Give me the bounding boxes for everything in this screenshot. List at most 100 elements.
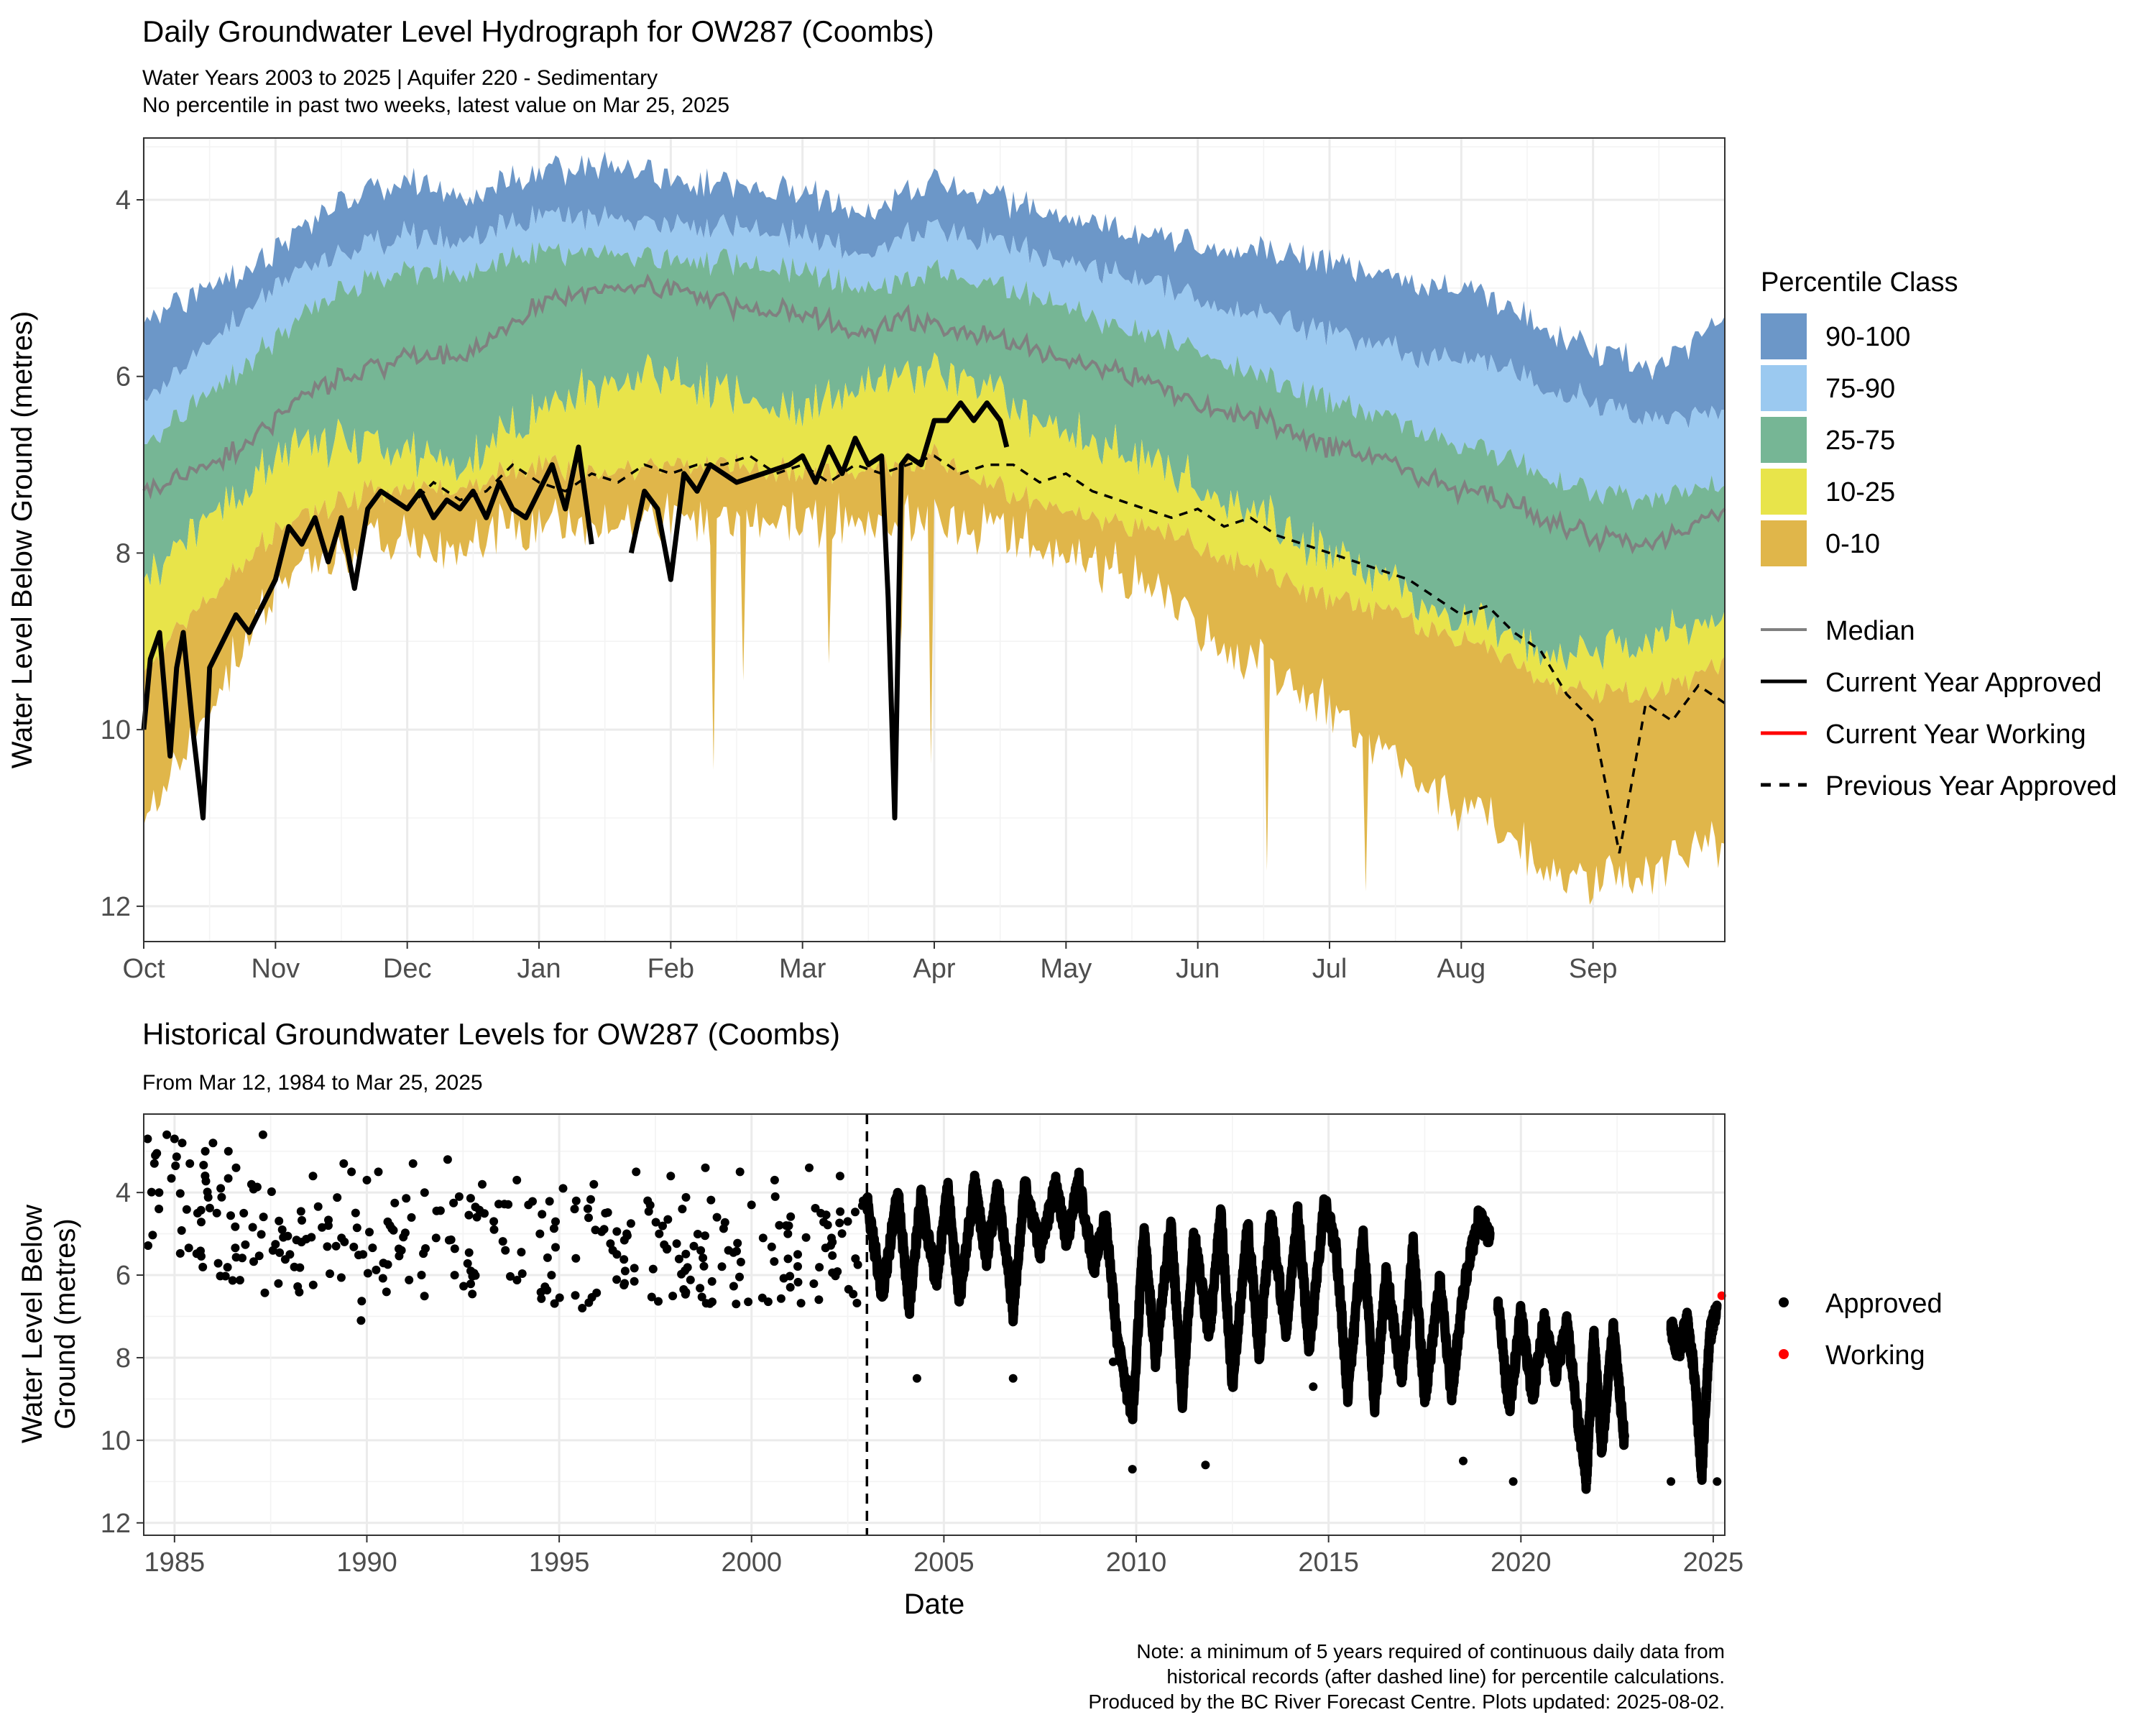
sparse-point-61 xyxy=(747,1200,756,1210)
early-point xyxy=(776,1294,786,1303)
hydrograph-y-label: Water Level Below Ground (metres) xyxy=(6,311,38,769)
early-point xyxy=(733,1238,742,1248)
early-point xyxy=(686,1275,695,1284)
early-point xyxy=(260,1288,270,1297)
early-point xyxy=(148,1230,157,1240)
early-point xyxy=(540,1282,550,1292)
historical-grid xyxy=(144,1114,1725,1535)
hydro-xtick-label-8: Jun xyxy=(1176,954,1220,984)
legend-point-label-Approved: Approved xyxy=(1825,1289,1943,1319)
early-point xyxy=(586,1195,595,1204)
early-point xyxy=(837,1229,847,1238)
early-point xyxy=(205,1203,214,1213)
sparse-point-26 xyxy=(362,1175,372,1184)
early-point xyxy=(786,1283,795,1292)
early-point xyxy=(835,1218,844,1228)
sparse-point-12 xyxy=(231,1163,241,1172)
sparse-point-69 xyxy=(835,1172,844,1181)
early-point xyxy=(783,1229,793,1238)
sparse-point-43 xyxy=(558,1184,568,1193)
footnote-line2: historical records (after dashed line) f… xyxy=(1166,1665,1725,1688)
sparse-point-81 xyxy=(1667,1477,1676,1486)
sparse-point-21 xyxy=(331,1241,341,1251)
early-point xyxy=(336,1273,346,1282)
early-point xyxy=(608,1246,617,1255)
legend-line-label-0: Median xyxy=(1825,616,1915,646)
sparse-point-59 xyxy=(735,1167,745,1177)
sparse-point-8 xyxy=(201,1146,210,1156)
early-point xyxy=(517,1248,526,1257)
legend-line-label-2: Current Year Working xyxy=(1825,719,2086,750)
sparse-point-45 xyxy=(578,1304,587,1312)
early-point xyxy=(318,1223,327,1232)
early-point xyxy=(828,1251,837,1260)
early-point xyxy=(221,1271,230,1281)
early-point xyxy=(663,1215,673,1224)
sparse-point-60 xyxy=(732,1300,741,1309)
early-point xyxy=(512,1276,522,1284)
early-point xyxy=(337,1233,346,1243)
early-point xyxy=(395,1251,404,1261)
early-point xyxy=(836,1207,845,1216)
footnote-line1: Note: a minimum of 5 years required of c… xyxy=(1136,1640,1725,1662)
early-point xyxy=(681,1192,691,1202)
sparse-point-65 xyxy=(793,1250,802,1259)
early-point xyxy=(197,1218,206,1227)
historical-title: Historical Groundwater Levels for OW287 … xyxy=(142,1017,840,1051)
early-point xyxy=(626,1219,635,1228)
sparse-point-46 xyxy=(589,1179,599,1189)
early-point xyxy=(506,1271,515,1281)
early-point xyxy=(584,1298,594,1307)
early-point xyxy=(395,1244,403,1254)
sparse-point-42 xyxy=(547,1271,556,1280)
early-point xyxy=(354,1251,363,1260)
early-point xyxy=(707,1276,717,1286)
early-point xyxy=(292,1236,301,1245)
early-point xyxy=(622,1229,632,1238)
early-point xyxy=(231,1253,241,1262)
sparse-point-3 xyxy=(162,1130,172,1139)
early-point xyxy=(809,1279,819,1288)
early-point xyxy=(681,1249,691,1259)
hist-xtick-label-4: 2005 xyxy=(913,1547,975,1578)
hydro-ytick-label-2: 8 xyxy=(116,538,131,569)
early-point xyxy=(223,1263,232,1272)
sparse-point-38 xyxy=(501,1246,510,1255)
sparse-point-19 xyxy=(308,1172,318,1181)
early-point xyxy=(432,1206,441,1215)
legend-swatch-90-100 xyxy=(1761,313,1807,359)
sparse-point-13 xyxy=(239,1208,249,1218)
hist-xtick-label-6: 2015 xyxy=(1298,1547,1359,1578)
early-point xyxy=(651,1218,660,1227)
early-point xyxy=(468,1289,477,1299)
sparse-point-74 xyxy=(1008,1374,1018,1383)
sparse-point-44 xyxy=(570,1205,579,1214)
legend-label-75-90: 75-90 xyxy=(1825,374,1895,404)
early-point xyxy=(719,1224,728,1233)
hydro-ytick-label-0: 4 xyxy=(116,185,131,216)
early-point xyxy=(619,1281,629,1289)
early-point xyxy=(464,1248,474,1257)
sparse-point-78 xyxy=(1309,1382,1318,1392)
early-point xyxy=(672,1239,681,1248)
early-point xyxy=(323,1242,332,1251)
hist-xtick-label-2: 1995 xyxy=(529,1547,590,1578)
sparse-point-23 xyxy=(347,1167,356,1177)
early-point xyxy=(449,1198,459,1208)
early-point xyxy=(379,1259,388,1268)
hist-ytick-label-4: 12 xyxy=(101,1509,131,1539)
early-point xyxy=(757,1293,767,1302)
sparse-point-2 xyxy=(155,1188,164,1197)
early-point xyxy=(267,1187,276,1196)
legend-swatch-25-75 xyxy=(1761,417,1807,463)
early-point xyxy=(770,1192,780,1201)
sparse-point-66 xyxy=(805,1163,814,1172)
sparse-point-34 xyxy=(454,1192,464,1201)
early-point xyxy=(196,1205,206,1215)
median-line xyxy=(142,273,1726,555)
early-point xyxy=(365,1228,374,1237)
early-point xyxy=(786,1212,796,1221)
early-point xyxy=(811,1204,820,1213)
early-point xyxy=(853,1260,862,1269)
sparse-point-54 xyxy=(678,1205,687,1214)
